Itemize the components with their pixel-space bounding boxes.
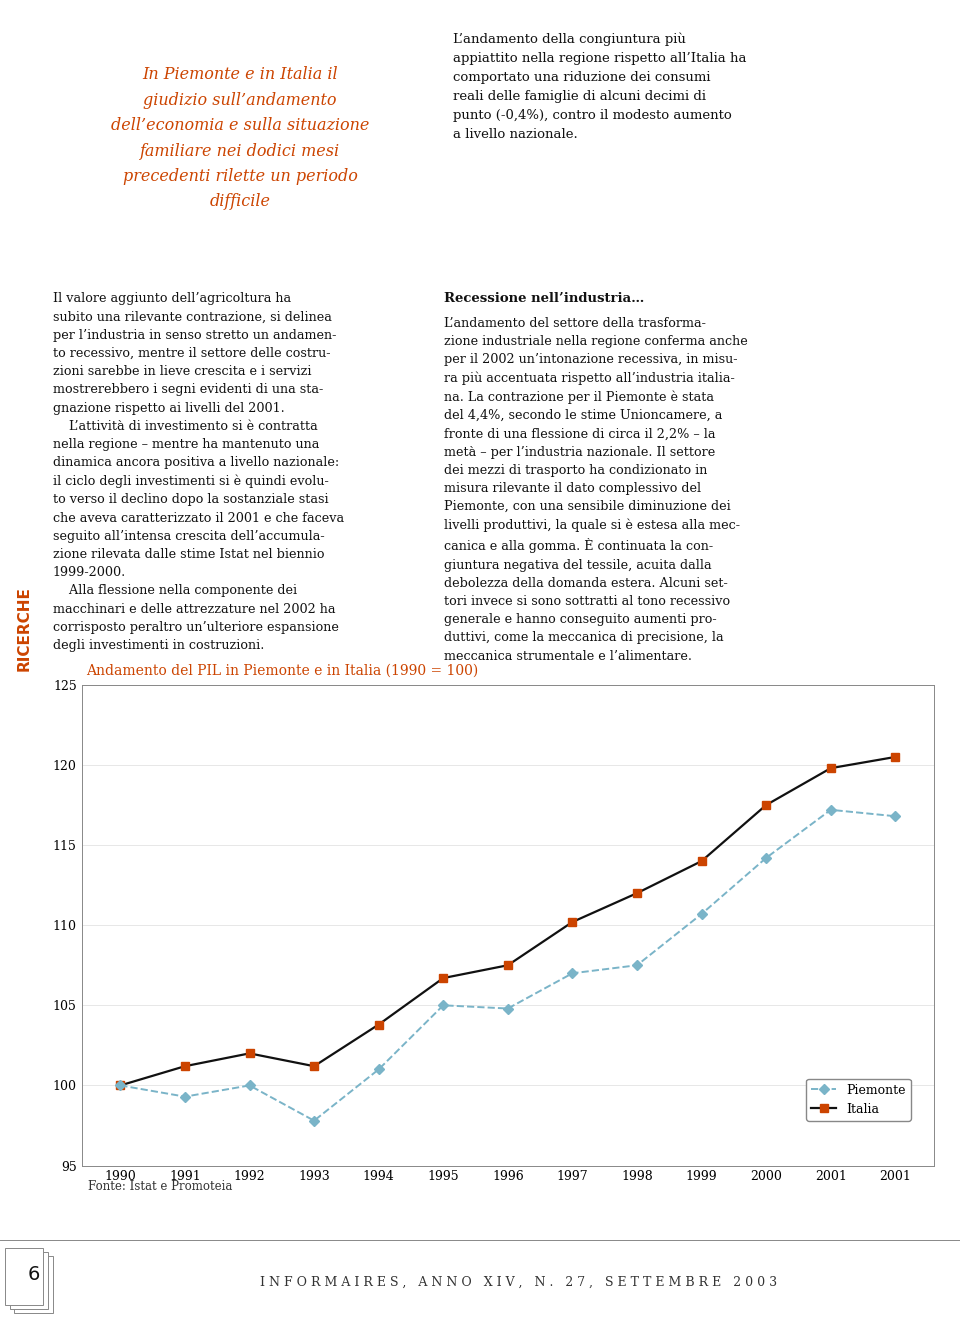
Text: Fonte: Istat e Promoteia: Fonte: Istat e Promoteia bbox=[88, 1180, 232, 1193]
Text: 6: 6 bbox=[28, 1266, 39, 1284]
Piemonte bbox=[372, 1062, 384, 1077]
Text: L’andamento della congiuntura più
appiattito nella regione rispetto all’Italia h: L’andamento della congiuntura più appiat… bbox=[453, 33, 747, 141]
Italia bbox=[502, 957, 514, 973]
Text: In Piemonte e in Italia il
giudizio sull’andamento
dell’economia e sulla situazi: In Piemonte e in Italia il giudizio sull… bbox=[110, 66, 370, 211]
FancyBboxPatch shape bbox=[5, 1247, 43, 1305]
Legend: Piemonte, Italia: Piemonte, Italia bbox=[806, 1079, 911, 1121]
Piemonte bbox=[438, 997, 449, 1013]
Text: Il valore aggiunto dell’agricoltura ha
subito una rilevante contrazione, si deli: Il valore aggiunto dell’agricoltura ha s… bbox=[53, 292, 344, 652]
Piemonte bbox=[114, 1077, 126, 1093]
Piemonte bbox=[760, 849, 772, 865]
Italia bbox=[760, 797, 772, 813]
Italia bbox=[566, 914, 578, 930]
Italia bbox=[308, 1059, 320, 1075]
Text: Andamento del PIL in Piemonte e in Italia (1990 = 100): Andamento del PIL in Piemonte e in Itali… bbox=[85, 664, 478, 678]
Piemonte bbox=[696, 906, 708, 922]
Italia bbox=[825, 760, 836, 776]
Piemonte bbox=[502, 1001, 514, 1017]
Piemonte bbox=[890, 809, 901, 824]
Piemonte bbox=[308, 1113, 320, 1129]
Piemonte bbox=[632, 957, 643, 973]
Italia bbox=[114, 1077, 126, 1093]
Text: RICERCHE: RICERCHE bbox=[16, 586, 32, 672]
FancyBboxPatch shape bbox=[14, 1256, 53, 1313]
Italia bbox=[632, 885, 643, 901]
Text: I N F O R M A I R E S ,   A N N O   X I V ,   N .   2 7 ,   S E T T E M B R E   : I N F O R M A I R E S , A N N O X I V , … bbox=[260, 1276, 777, 1289]
Text: Recessione nell’industria…: Recessione nell’industria… bbox=[444, 292, 644, 306]
Piemonte bbox=[180, 1089, 191, 1105]
Piemonte bbox=[244, 1077, 255, 1093]
Italia bbox=[438, 971, 449, 986]
Line: Italia: Italia bbox=[116, 753, 900, 1089]
Piemonte bbox=[566, 965, 578, 981]
Italia bbox=[244, 1046, 255, 1062]
FancyBboxPatch shape bbox=[10, 1251, 48, 1309]
Piemonte bbox=[825, 802, 836, 818]
Italia bbox=[180, 1059, 191, 1075]
Italia bbox=[696, 853, 708, 869]
Italia bbox=[372, 1017, 384, 1033]
Text: L’andamento del settore della trasforma-
zione industriale nella regione conferm: L’andamento del settore della trasforma-… bbox=[444, 316, 747, 662]
Italia bbox=[890, 749, 901, 765]
Line: Piemonte: Piemonte bbox=[116, 806, 900, 1125]
